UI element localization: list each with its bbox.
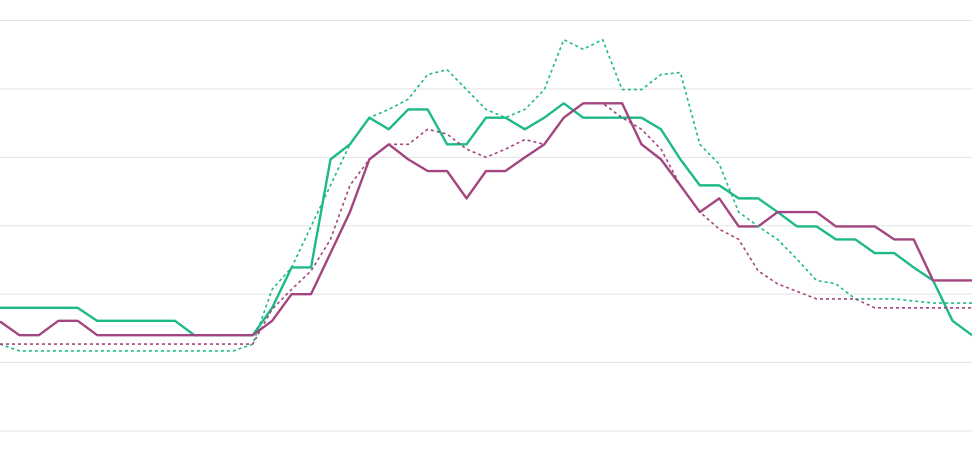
series-line xyxy=(0,102,972,345)
series-line xyxy=(0,102,972,337)
series-line xyxy=(0,38,972,352)
series-line xyxy=(0,102,972,337)
